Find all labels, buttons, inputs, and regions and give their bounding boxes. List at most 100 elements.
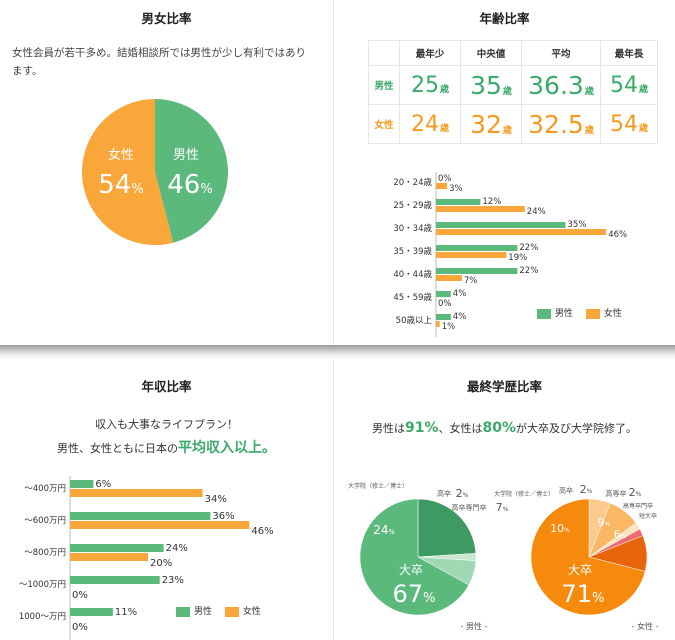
age-unit: 歳 [638, 84, 648, 95]
category-label: ～400万円 [24, 484, 66, 494]
age-unit: 歳 [502, 125, 512, 136]
category-label: 45・59歳 [393, 292, 432, 303]
pie-slice-main [359, 498, 470, 616]
category-label: ～1000万円 [19, 580, 66, 590]
bar-male [436, 268, 518, 274]
bar-female [436, 252, 507, 258]
category-label: ～600万円 [24, 516, 66, 526]
age-head-2: 中央値 [460, 40, 522, 66]
slice-label: 大学院（修士／博士） [494, 490, 554, 498]
pie-slice-male [155, 99, 229, 243]
age-head-4: 最年長 [600, 40, 658, 66]
age-table: 最年少 中央値 平均 最年長 男性 25歳 35歳 36.3歳 54歳 女性 2… [368, 40, 658, 144]
bar-value-male: 22% [519, 266, 538, 276]
age-unit: 歳 [584, 125, 594, 136]
age-unit: 歳 [439, 84, 449, 95]
bar-value-male: 23% [162, 575, 184, 586]
pie-label-female: 女性 [108, 147, 134, 163]
slice-label: 短大卒 [639, 512, 657, 520]
age-value: 32.5 [528, 109, 584, 139]
bar-male [70, 576, 160, 584]
bar-value-female: 3% [449, 184, 463, 194]
bar-male [70, 480, 94, 488]
bar-value-female: 34% [205, 494, 227, 505]
income-line1: 収入も大事なライフプラン！ [95, 418, 238, 431]
category-label: 40・44歳 [393, 269, 432, 280]
age-value: 36.3 [528, 70, 584, 100]
income-title: 年収比率 [141, 379, 192, 394]
income-panel: 年収比率 [0, 360, 333, 640]
bar-value-male: 11% [115, 607, 137, 618]
age-title: 年齢比率 [479, 11, 530, 26]
bar-male [436, 199, 481, 205]
bar-value-male: 4% [453, 312, 467, 322]
bar-male [436, 314, 451, 320]
age-head-3: 平均 [521, 40, 601, 66]
pie-slice-main [530, 498, 646, 616]
bar-value-female: 19% [508, 253, 527, 263]
bar-value-female: 46% [251, 526, 273, 537]
legend-label: 女性 [603, 309, 622, 319]
bar-value-male: 35% [568, 220, 587, 230]
slice-label: 大卒 [399, 563, 423, 577]
divider [333, 0, 334, 640]
legend-label: 男性 [555, 309, 574, 319]
age-value: 32 [470, 109, 502, 139]
bar-female [436, 275, 462, 281]
legend-swatch-female [585, 308, 600, 319]
income-line2-highlight: 平均収入以上。 [178, 440, 276, 456]
age-legend: 男性 女性 [537, 306, 622, 319]
pie-label-male: 男性 [173, 148, 199, 163]
legend-swatch-male [176, 606, 190, 617]
age-unit: 歳 [439, 123, 449, 134]
gender-panel: 男女比率 女性会員が若干多め。結婚相談所では男性が少し有利ではあります。 男性 4… [0, 0, 333, 345]
edu-summary-male: 91% [404, 420, 439, 436]
category-label: 50歳以上 [396, 315, 433, 326]
income-line2-prefix: 男性、女性ともに日本の [57, 442, 178, 455]
income-line2: 男性、女性ともに日本の平均収入以上。 [0, 437, 333, 457]
edu-summary-female: 80% [482, 420, 517, 436]
age-value: 35 [470, 70, 502, 100]
bar-value-male: 22% [519, 243, 538, 253]
age-unit: 歳 [584, 86, 594, 97]
bar-male [70, 512, 211, 520]
bar-female [436, 183, 448, 189]
bar-value-female: 7% [464, 276, 478, 286]
category-label: ～800万円 [24, 548, 66, 558]
age-bar-chart: 20・24歳 0%3%25・29歳 12%24%30・34歳 35%46%35・39歳… [393, 172, 627, 337]
age-value: 25 [410, 72, 439, 98]
bar-value-male: 4% [453, 289, 467, 299]
income-legend: 男性 女性 [176, 604, 261, 617]
edu-summary-a: 男性は [371, 422, 405, 435]
education-title: 最終学歴比率 [466, 379, 542, 394]
bar-female [436, 229, 607, 235]
bar-female [436, 321, 440, 327]
slice-value: 2% [580, 483, 593, 496]
legend-swatch-female [224, 606, 239, 617]
age-row-label: 女性 [368, 104, 400, 144]
legend-label: 男性 [194, 607, 213, 617]
bar-value-female: 0% [72, 622, 88, 633]
age-row-label: 男性 [368, 65, 400, 105]
edu-summary-b: 、女性は [438, 422, 483, 435]
bar-value-female: 20% [150, 558, 172, 569]
legend-label: 女性 [242, 607, 261, 617]
slice-label: 高専卒 [606, 489, 627, 498]
bar-female [70, 489, 203, 497]
slice-label: 高卒専門卒 [452, 503, 487, 512]
age-row-male: 男性 25歳 35歳 36.3歳 54歳 [368, 65, 658, 105]
slice-label: 大学院（修士／博士） [348, 482, 408, 490]
age-row-female: 女性 24歳 32歳 32.5歳 54歳 [368, 104, 658, 144]
gender-intro: 女性会員が若干多め。結婚相談所では男性が少し有利ではあります。 [12, 47, 306, 77]
age-head-1: 最年少 [399, 40, 461, 66]
pie-caption: - 女性 - [632, 621, 659, 631]
bar-value-female: 24% [527, 207, 546, 217]
age-value: 54 [609, 72, 638, 98]
bar-female [70, 521, 250, 529]
age-value: 24 [410, 111, 439, 137]
age-head-0 [368, 40, 400, 66]
bar-female [436, 206, 525, 212]
bar-female [70, 553, 148, 561]
